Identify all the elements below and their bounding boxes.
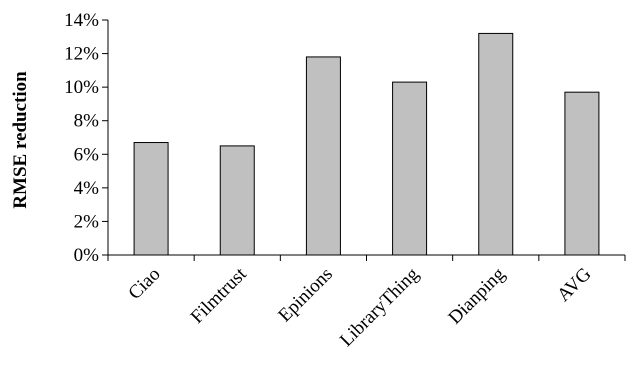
bar-avg: [564, 91, 600, 256]
bar-librarything: [392, 81, 428, 256]
y-tick-label: 12%: [64, 44, 99, 65]
y-tick-label: 14%: [64, 10, 99, 31]
y-tick-label: 2%: [74, 211, 100, 232]
plot-area: 0% 2% 4% 6% 8% 10% 12% 14% Ciao Filmtrust Epinions…: [64, 10, 626, 351]
bar-filmtrust: [219, 145, 255, 256]
y-tick-label: 6%: [74, 144, 100, 165]
x-tick-label: Ciao: [124, 264, 164, 304]
x-tick-label: Filmtrust: [187, 263, 252, 328]
x-tick-label: Dianping: [444, 263, 509, 328]
bar-epinions: [305, 56, 341, 256]
x-tick-label: AVG: [553, 263, 595, 305]
y-axis-title: RMSE reduction: [10, 71, 31, 209]
y-tick-label: 10%: [64, 77, 99, 98]
y-tick-label: 4%: [74, 178, 100, 199]
x-tick-label: Epinions: [274, 264, 337, 327]
bar-ciao: [133, 142, 169, 256]
x-tick-label: LibraryThing: [336, 263, 424, 351]
y-tick-label: 8%: [74, 111, 100, 132]
y-tick-label: 0%: [74, 245, 100, 266]
bar-dianping: [478, 32, 514, 256]
